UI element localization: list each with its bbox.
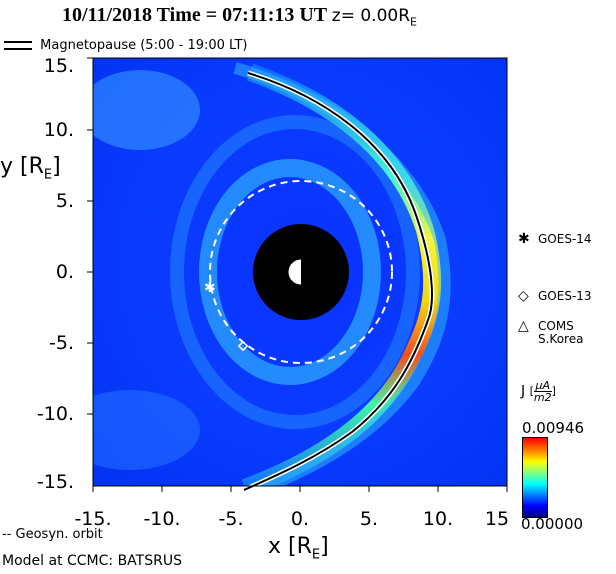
x-axis-label: x [RE] [268,534,329,563]
legend-coms: △ COMS S.Korea [518,318,584,346]
x-tick-label: -10. [143,508,181,530]
legend-goes14: ✱ GOES-14 [518,231,592,247]
colorbar-label: J [μA m2] [521,379,556,404]
y-axis-label: y [RE] [0,154,61,183]
title-date: 10/11/2018 [62,4,153,26]
x-tick-label: 0. [290,508,310,530]
geosync-orbit-legend: -- Geosyn. orbit [2,527,103,542]
current-feature-ring [199,159,381,385]
x-tick-label: -15. [74,508,112,530]
title-time: 07:11:13 [222,4,295,26]
goes14-marker: ✱ [204,280,216,296]
title-z: z= 0.00RE [331,6,417,29]
current-feature-upper-left [93,70,200,150]
y-tick-label: -10. [36,403,74,425]
y-tick-label: 5. [55,190,74,212]
current-feature-ring-outer [170,115,420,429]
legend-goes13: ◇ GOES-13 [518,288,592,304]
title-equals: = [205,4,218,26]
legend-coms-label-2: S.Korea [538,332,584,346]
coms-icon: △ [518,318,529,334]
current-feature-lower-left [93,390,200,470]
colorbar [522,437,548,518]
y-tick-label: 15. [43,55,74,77]
y-tick-label: 0. [55,261,74,283]
model-credit: Model at CCMC: BATSRUS [2,553,182,569]
x-tick-marks [92,486,508,492]
legend-coms-label: COMS [538,319,574,333]
geosync-orbit [209,180,393,364]
plot-title: 10/11/2018 Time = 07:11:13 UT z= 0.00RE [62,4,417,28]
magnetopause-line-core [243,72,433,491]
earth-night-side [301,259,314,285]
goes13-icon: ◇ [518,288,529,304]
x-tick-label: 15 [484,508,510,530]
legend-goes13-label: GOES-13 [538,289,592,303]
magnetopause-legend-swatch [4,41,32,50]
legend-goes14-label: GOES-14 [538,232,592,246]
goes13-marker [237,340,249,352]
y-tick-label: -15. [36,471,74,493]
goes14-icon: ✱ [518,231,530,247]
x-tick-label: 5. [359,508,379,530]
title-time-label: Time [156,4,201,26]
magnetopause-legend-label: Magnetopause (5:00 - 19:00 LT) [40,38,248,53]
y-tick-marks [87,57,93,415]
y-tick-label: 10. [43,119,74,141]
colorbar-max: 0.00946 [522,419,585,437]
x-tick-label: 10. [422,508,454,530]
magnetopause-legend: Magnetopause (5:00 - 19:00 LT) [4,38,248,53]
colorbar-min: 0.00000 [521,515,584,533]
x-tick-label: -5. [218,508,244,530]
title-tz: UT [299,4,327,26]
y-tick-label: -5. [49,332,74,354]
